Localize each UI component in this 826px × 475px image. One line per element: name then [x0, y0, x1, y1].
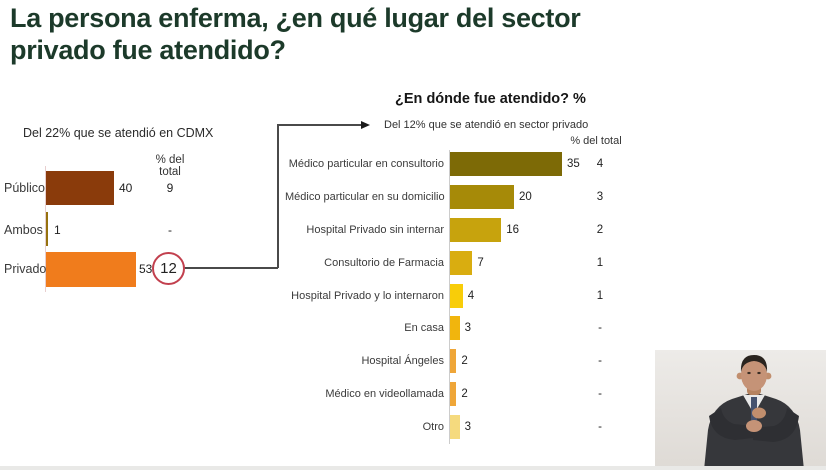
connector-line-top	[277, 124, 362, 126]
sign-language-interpreter-video	[655, 350, 826, 470]
arrow-head-icon	[361, 121, 370, 129]
right-chart-column-header: % del total	[570, 135, 622, 147]
row-bar	[450, 152, 562, 177]
row-pct-total: 2	[596, 223, 604, 236]
row-pct-total: -	[598, 387, 602, 400]
left-chart-bar-privado	[46, 252, 136, 287]
chart-row: En casa 3 -	[285, 312, 645, 345]
left-chart-bar-publico	[46, 171, 114, 205]
slide-title: La persona enferma, ¿en qué lugar del se…	[10, 3, 581, 66]
left-chart-bar-ambos	[46, 212, 48, 246]
slide-title-line1: La persona enferma, ¿en qué lugar del se…	[10, 3, 581, 33]
left-chart-label-privado: Privado	[4, 262, 47, 276]
row-bar	[450, 185, 514, 210]
row-value: 7	[477, 256, 484, 269]
chart-row: Otro 3 -	[285, 410, 645, 443]
row-label: Hospital Ángeles	[361, 355, 444, 368]
highlight-circle-value: 12	[160, 260, 177, 277]
left-chart-label-ambos: Ambos	[4, 223, 43, 237]
row-value: 20	[519, 191, 532, 204]
row-value: 3	[464, 420, 471, 433]
row-pct-total: -	[598, 420, 602, 433]
row-label: Otro	[422, 420, 444, 433]
left-chart-axis-line	[45, 166, 46, 292]
left-chart-value-ambos: 1	[54, 223, 61, 237]
chart-row: Consultorio de Farmacia 7 1	[285, 246, 645, 279]
row-bar	[450, 250, 473, 275]
row-pct-total: -	[598, 355, 602, 368]
left-chart-value-publico: 40	[119, 181, 133, 195]
row-label: Médico en videollamada	[325, 387, 444, 400]
row-bar	[450, 283, 463, 308]
right-chart-subtitle: Del 12% que se atendió en sector privado	[384, 119, 589, 131]
row-value: 35	[567, 158, 580, 171]
row-pct-total: 3	[596, 191, 604, 204]
chart-row: Hospital Privado y lo internaron 4 1	[285, 279, 645, 312]
chart-row: Médico particular en consultorio 35 4	[285, 148, 645, 181]
row-bar	[450, 217, 502, 242]
row-bar	[450, 414, 460, 439]
row-label: Hospital Privado sin internar	[306, 223, 444, 236]
right-chart-title: ¿En dónde fue atendido? %	[395, 91, 586, 107]
row-value: 4	[467, 289, 475, 302]
left-chart-value-privado: 53	[139, 262, 153, 276]
row-bar	[450, 316, 460, 341]
row-pct-total: 4	[596, 158, 604, 171]
interpreter-figure	[704, 355, 804, 470]
connector-line-bottom	[184, 267, 278, 269]
bottom-edge-strip	[0, 466, 826, 470]
row-value: 2	[461, 355, 468, 368]
left-chart-pct-publico: 9	[166, 181, 174, 195]
left-chart-column-header: % del total	[155, 154, 185, 178]
left-chart-label-publico: Público	[4, 181, 45, 195]
row-label: Médico particular en su domicilio	[285, 191, 445, 204]
right-chart-rows: Médico particular en consultorio 35 4 Mé…	[285, 148, 645, 443]
connector-line-vertical	[277, 124, 279, 268]
right-chart-axis-line	[449, 150, 450, 444]
row-value: 3	[464, 322, 471, 335]
chart-row: Médico particular en su domicilio 20 3	[285, 181, 645, 214]
row-value: 16	[506, 223, 519, 236]
row-value: 2	[461, 387, 468, 400]
chart-row: Hospital Privado sin internar 16 2	[285, 214, 645, 247]
row-label: Consultorio de Farmacia	[324, 256, 444, 269]
chart-row: Médico en videollamada 2 -	[285, 378, 645, 411]
left-chart-pct-ambos: -	[168, 223, 172, 237]
row-pct-total: -	[598, 322, 602, 335]
row-pct-total: 1	[596, 289, 604, 302]
chart-row: Hospital Ángeles 2 -	[285, 345, 645, 378]
row-pct-total: 1	[596, 256, 604, 269]
highlight-circle: 12	[152, 252, 185, 285]
slide-title-line2: privado fue atendido?	[10, 34, 286, 65]
left-chart-subtitle: Del 22% que se atendió en CDMX	[23, 126, 214, 140]
row-bar	[450, 349, 457, 374]
row-label: En casa	[404, 322, 444, 335]
row-label: Hospital Privado y lo internaron	[291, 289, 444, 302]
row-bar	[450, 381, 457, 406]
row-label: Médico particular en consultorio	[288, 158, 444, 171]
